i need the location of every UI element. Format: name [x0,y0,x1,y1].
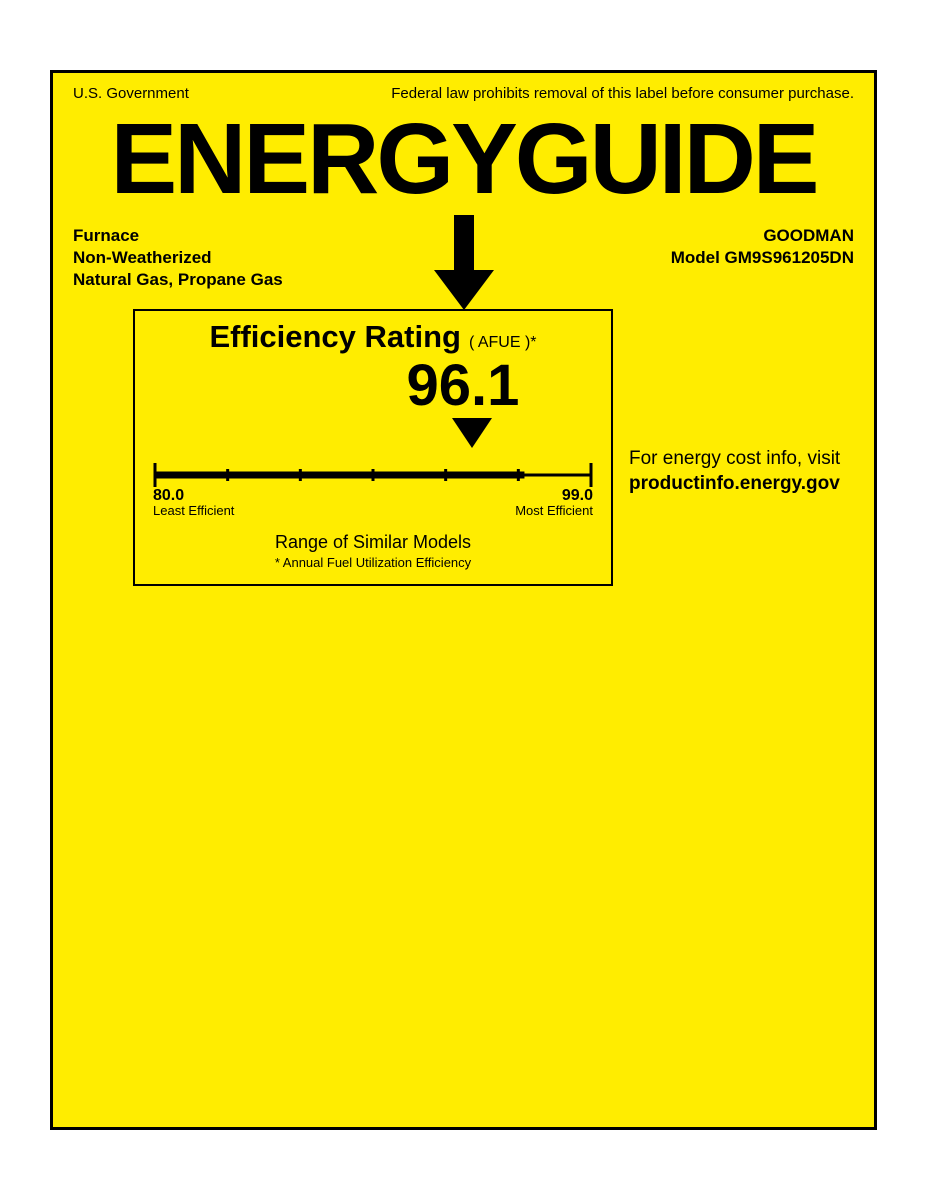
product-model: Model GM9S961205DN [671,247,854,269]
scale-axis [153,459,593,489]
efficiency-rating-box: Efficiency Rating ( AFUE )* 96.1 80.0 99… [133,309,613,586]
scale-sublabels: Least Efficient Most Efficient [153,503,593,518]
side-info: For energy cost info, visit productinfo.… [629,447,840,586]
product-brand: GOODMAN [671,225,854,247]
product-info-right: GOODMAN Model GM9S961205DN [671,225,854,291]
rating-footnote: * Annual Fuel Utilization Efficiency [153,555,593,570]
scale-min-sub: Least Efficient [153,503,234,518]
svg-text:ENERGYGUIDE: ENERGYGUIDE [110,103,816,215]
product-info-left: Furnace Non-Weatherized Natural Gas, Pro… [73,225,283,291]
value-pointer-icon [447,413,497,453]
rating-title: Efficiency Rating [209,319,461,355]
scale-max-sub: Most Efficient [515,503,593,518]
side-line1: For energy cost info, visit [629,447,840,472]
scale: 80.0 99.0 Least Efficient Most Efficient [153,459,593,518]
product-weatherized: Non-Weatherized [73,247,283,269]
product-type: Furnace [73,225,283,247]
side-url: productinfo.energy.gov [629,472,840,497]
energyguide-wordmark: ENERGYGUIDE [73,98,854,218]
rating-value: 96.1 [333,357,593,415]
product-fuel: Natural Gas, Propane Gas [73,269,283,291]
energyguide-label: U.S. Government Federal law prohibits re… [50,70,877,1130]
rating-unit: ( AFUE )* [469,334,537,352]
main-row: Efficiency Rating ( AFUE )* 96.1 80.0 99… [73,309,854,586]
rating-title-row: Efficiency Rating ( AFUE )* [153,319,593,355]
range-text: Range of Similar Models [153,532,593,553]
